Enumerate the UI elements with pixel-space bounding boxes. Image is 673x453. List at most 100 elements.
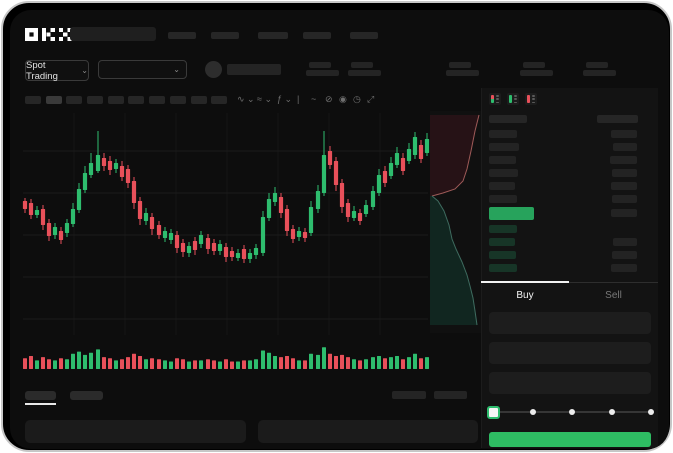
ask-row-amount[interactable]: [610, 156, 637, 164]
ask-row-price[interactable]: [489, 182, 515, 190]
stat-label-skeleton: [449, 62, 471, 68]
pair-name-skeleton: [227, 64, 281, 75]
timeframe-button[interactable]: [25, 96, 41, 104]
line-tool-icon[interactable]: ~: [311, 94, 317, 104]
ask-row-amount[interactable]: [611, 182, 637, 190]
ask-row-price[interactable]: [489, 169, 518, 177]
timeframe-button[interactable]: [191, 96, 207, 104]
nav-item[interactable]: [211, 32, 239, 39]
stat-value-skeleton: [520, 70, 553, 76]
buy-submit-button[interactable]: [489, 432, 651, 447]
depth-color-strip: [509, 95, 512, 103]
timeframe-button[interactable]: [46, 96, 62, 104]
price-row-amount: [611, 209, 637, 217]
icon-lines: [496, 95, 499, 103]
bid-row-amount[interactable]: [611, 264, 637, 272]
ask-row-amount[interactable]: [611, 130, 637, 138]
nav-item[interactable]: [168, 32, 196, 39]
slider-stop[interactable]: [608, 409, 615, 415]
orderbook-layout-combined-icon[interactable]: [489, 93, 501, 105]
last-price-badge[interactable]: [489, 207, 534, 220]
tab-buy[interactable]: Buy: [516, 290, 534, 301]
ask-row-amount[interactable]: [613, 143, 637, 151]
timeframe-button[interactable]: [149, 96, 165, 104]
trading-workspace: Spot Trading ⌄ ⌄ Buy Sell: [10, 10, 669, 449]
stat-value-skeleton: [306, 70, 339, 76]
timeframe-button[interactable]: [87, 96, 103, 104]
order-form-field[interactable]: [489, 342, 651, 364]
screenshot-icon[interactable]: ◉: [339, 94, 347, 104]
order-form-field[interactable]: [489, 372, 651, 394]
ask-row-price[interactable]: [489, 130, 517, 138]
ask-row-price[interactable]: [489, 156, 516, 164]
pair-selector[interactable]: ⌄: [98, 60, 187, 79]
orderbook-layout-asks-icon[interactable]: [525, 93, 537, 105]
stat-label-skeleton: [351, 62, 373, 68]
market-type-selector[interactable]: Spot Trading ⌄: [25, 59, 89, 82]
ask-row-amount[interactable]: [612, 169, 637, 177]
search-input[interactable]: [70, 27, 156, 41]
toolbar-divider: |: [297, 94, 300, 104]
ask-row-price[interactable]: [489, 195, 517, 203]
timeframe-button[interactable]: [170, 96, 186, 104]
bid-row-price[interactable]: [489, 251, 516, 259]
bottom-action-skeleton[interactable]: [434, 391, 467, 399]
orderbook-layout-bids-icon[interactable]: [507, 93, 519, 105]
bottom-tab[interactable]: [70, 391, 103, 400]
bid-row-amount[interactable]: [613, 238, 637, 246]
okx-logo[interactable]: [25, 28, 73, 41]
icon-lines: [532, 95, 535, 103]
bottom-tab-underline: [25, 403, 56, 405]
chevron-down-icon: ⌄: [173, 64, 180, 74]
bid-row-amount[interactable]: [612, 251, 637, 259]
compare-icon[interactable]: ⊘: [325, 94, 333, 104]
panel-divider: [481, 88, 482, 448]
stat-label-skeleton: [309, 62, 331, 68]
tab-sell[interactable]: Sell: [605, 290, 622, 301]
bid-row-price[interactable]: [489, 238, 515, 246]
bid-row-price[interactable]: [489, 225, 517, 233]
bottom-content-panel: [258, 420, 478, 443]
depth-color-strip: [527, 95, 530, 103]
nav-item[interactable]: [350, 32, 378, 39]
slider-stop[interactable]: [529, 409, 536, 415]
slider-handle[interactable]: [487, 406, 500, 419]
time-icon[interactable]: ◷: [353, 94, 361, 104]
stat-label-skeleton: [586, 62, 608, 68]
market-type-label: Spot Trading: [26, 59, 58, 82]
bottom-action-skeleton[interactable]: [392, 391, 426, 399]
indicators-icon[interactable]: ƒ ⌄: [277, 94, 293, 104]
stat-label-skeleton: [523, 62, 545, 68]
ask-row-amount[interactable]: [612, 195, 637, 203]
coin-avatar: [205, 61, 222, 78]
orderbook-header-price-skeleton: [489, 115, 527, 123]
order-form-field[interactable]: [489, 312, 651, 334]
bottom-content-panel: [25, 420, 246, 443]
slider-stop[interactable]: [569, 409, 575, 415]
fullscreen-icon[interactable]: ⤢: [367, 94, 375, 104]
timeframe-button[interactable]: [66, 96, 82, 104]
orderbook-header-amount-skeleton: [597, 115, 638, 123]
ask-row-price[interactable]: [489, 143, 519, 151]
timeframe-button[interactable]: [211, 96, 227, 104]
icon-lines: [514, 95, 517, 103]
stat-value-skeleton: [583, 70, 616, 76]
active-tab-indicator: [481, 281, 569, 283]
timeframe-button[interactable]: [108, 96, 124, 104]
chart-layout-icon[interactable]: ≈ ⌄: [257, 94, 272, 104]
tabbar-divider: [481, 282, 658, 283]
bottom-tab-active[interactable]: [25, 391, 56, 400]
depth-color-strip: [491, 95, 494, 103]
chevron-down-icon: ⌄: [81, 65, 88, 75]
app-window: Spot Trading ⌄ ⌄ Buy Sell: [10, 10, 669, 449]
timeframe-button[interactable]: [128, 96, 144, 104]
nav-item[interactable]: [258, 32, 288, 39]
bid-row-price[interactable]: [489, 264, 517, 272]
stat-value-skeleton: [446, 70, 479, 76]
candle-style-icon[interactable]: ∿ ⌄: [237, 94, 255, 104]
nav-item[interactable]: [303, 32, 331, 39]
stat-value-skeleton: [348, 70, 381, 76]
slider-stop[interactable]: [648, 409, 654, 415]
